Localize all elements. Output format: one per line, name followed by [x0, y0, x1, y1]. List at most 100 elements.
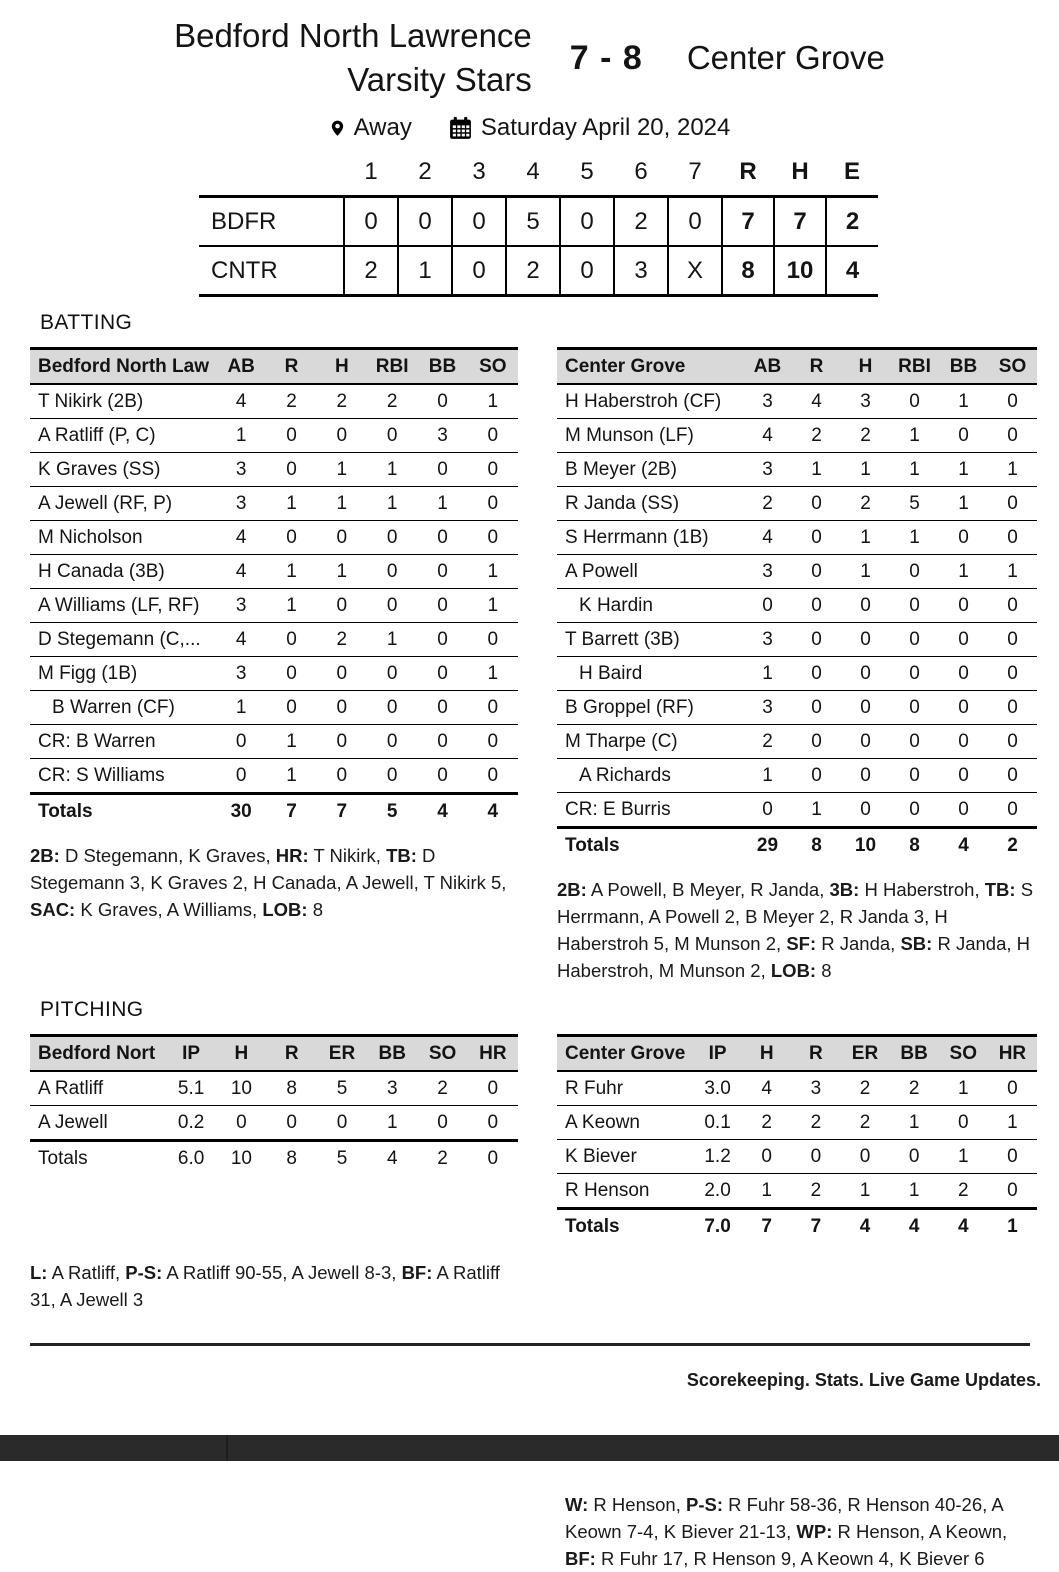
stat-R: 1 — [266, 554, 317, 589]
footer-dark-bar — [0, 1435, 1059, 1461]
stat-RBI: 0 — [890, 690, 939, 725]
player-row: K Biever 1.2 0 0 0 0 1 0 — [557, 1139, 1037, 1174]
linescore-col-1: 1 — [364, 158, 378, 185]
totals-R: 8 — [792, 826, 841, 862]
linescore-team-code: CNTR — [199, 246, 344, 297]
player-name: D Stegemann (C,... — [30, 622, 216, 657]
player-row: B Warren (CF) 1 0 0 0 0 0 — [30, 690, 518, 725]
stat-SO: 0 — [467, 758, 518, 794]
linescore-col-7: 7 — [688, 158, 702, 185]
totals-ER: 4 — [840, 1207, 890, 1243]
totals-AB: 29 — [743, 826, 792, 862]
location-pin-icon — [329, 116, 346, 140]
player-row: H Baird 1 0 0 0 0 0 — [557, 656, 1037, 691]
stat-BB: 1 — [939, 452, 988, 487]
player-name: M Nicholson — [30, 520, 216, 555]
stat-note-text: 8 — [307, 899, 323, 920]
player-name: A Williams (LF, RF) — [30, 588, 216, 623]
stat-H: 4 — [742, 1070, 792, 1106]
footer-bar-seam — [226, 1435, 228, 1461]
away-team-name-line2: Varsity Stars — [347, 61, 532, 98]
player-name: T Nikirk (2B) — [30, 383, 216, 419]
stat-H: 1 — [316, 554, 367, 589]
stat-H: 0 — [316, 588, 367, 623]
player-row: T Barrett (3B) 3 0 0 0 0 0 — [557, 622, 1037, 657]
linescore-inning-value: X — [667, 246, 722, 297]
linescore-inning-value: 0 — [451, 246, 506, 297]
stat-BB: 0 — [939, 792, 988, 828]
col-header-BB: BB — [889, 1034, 939, 1072]
player-row: CR: E Burris 0 1 0 0 0 0 — [557, 792, 1037, 828]
batting-columns: Bedford North Law AB R H RBI BB SO T Nikirk (2B… — [0, 347, 1059, 984]
col-header-SO: SO — [988, 347, 1037, 385]
stat-R: 4 — [792, 383, 841, 419]
stat-AB: 1 — [743, 758, 792, 793]
stat-AB: 3 — [743, 452, 792, 487]
player-name: A Keown — [557, 1105, 693, 1140]
stat-RBI: 0 — [890, 724, 939, 759]
stat-note-label: 2B: — [557, 879, 587, 900]
stat-R: 0 — [792, 690, 841, 725]
stat-H: 0 — [841, 656, 890, 691]
team-column-header: Center Grove — [557, 1034, 693, 1072]
linescore-inning-value: 2 — [613, 195, 668, 247]
linescore-E-value: 2 — [825, 195, 878, 247]
player-row: B Groppel (RF) 3 0 0 0 0 0 — [557, 690, 1037, 725]
final-score: 7 - 8 — [569, 38, 643, 77]
stat-R: 8 — [266, 1070, 317, 1106]
stat-SO: 0 — [988, 383, 1037, 419]
stat-AB: 4 — [216, 383, 267, 419]
player-row: A Jewell 0.2 0 0 0 1 0 0 — [30, 1105, 518, 1141]
stat-R: 0 — [792, 520, 841, 555]
stat-AB: 2 — [743, 486, 792, 521]
player-row: M Nicholson 4 0 0 0 0 0 — [30, 520, 518, 555]
stat-BB: 0 — [417, 656, 468, 691]
linescore-inning-value: 0 — [559, 246, 614, 297]
stat-note-label: W: — [565, 1494, 589, 1515]
stat-note-label: HR: — [275, 845, 309, 866]
stat-AB: 3 — [216, 452, 267, 487]
player-row: A Ratliff 5.1 10 8 5 3 2 0 — [30, 1070, 518, 1106]
linescore-inning-value: 0 — [559, 195, 614, 247]
totals-label: Totals — [30, 792, 216, 828]
linescore-row-CNTR: CNTR 2 1 0 2 0 3 X 8 10 4 — [199, 246, 878, 297]
stat-note-label: SB: — [900, 933, 933, 954]
player-name: A Jewell (RF, P) — [30, 486, 216, 521]
stat-note-text: A Ratliff, — [47, 1262, 126, 1283]
col-header-BB: BB — [417, 347, 468, 385]
batting-section-title: BATTING — [40, 311, 133, 334]
stat-BB: 0 — [939, 622, 988, 657]
linescore-col-6: 6 — [634, 158, 648, 185]
stat-note-text: A Powell, B Meyer, R Janda, — [586, 879, 830, 900]
col-header-AB: AB — [216, 347, 267, 385]
stat-SO: 0 — [417, 1105, 468, 1141]
stat-ER: 2 — [840, 1070, 890, 1106]
stat-H: 1 — [316, 452, 367, 487]
stat-note-text: S Herrmann, A Powell 2, B Meyer 2, R Jan… — [557, 879, 1034, 954]
stat-SO: 1 — [467, 588, 518, 623]
batting-table-home: Center Grove AB R H RBI BB SO H Haberstroh (CF)… — [557, 347, 1037, 862]
stat-BB: 3 — [367, 1070, 418, 1106]
player-row: H Haberstroh (CF) 3 4 3 0 1 0 — [557, 383, 1037, 419]
stat-ER: 5 — [316, 1070, 368, 1106]
stat-HR: 0 — [467, 1105, 518, 1141]
stat-BB: 0 — [417, 588, 468, 623]
totals-BB: 4 — [367, 1139, 418, 1175]
linescore-col-R: R — [739, 158, 757, 185]
stat-R: 0 — [266, 520, 317, 555]
player-row: R Henson 2.0 1 2 1 1 2 0 — [557, 1173, 1037, 1209]
location-group: Away — [329, 114, 412, 142]
stat-note-text: K Graves, A Williams, — [75, 899, 263, 920]
stat-note-label: TB: — [984, 879, 1016, 900]
stat-note-text: R Fuhr 17, R Henson 9, A Keown 4, K Biev… — [595, 1548, 985, 1569]
stat-HR: 0 — [467, 1070, 518, 1106]
stat-SO: 0 — [467, 486, 518, 521]
col-header-SO: SO — [467, 347, 518, 385]
totals-AB: 30 — [216, 792, 267, 828]
stat-IP: 0.2 — [166, 1105, 217, 1141]
stat-BB: 1 — [939, 486, 988, 521]
linescore-team-code: BDFR — [199, 195, 344, 247]
linescore-header-row: 1 2 3 4 5 6 7 R H E — [199, 158, 878, 197]
player-name: CR: E Burris — [557, 792, 743, 828]
